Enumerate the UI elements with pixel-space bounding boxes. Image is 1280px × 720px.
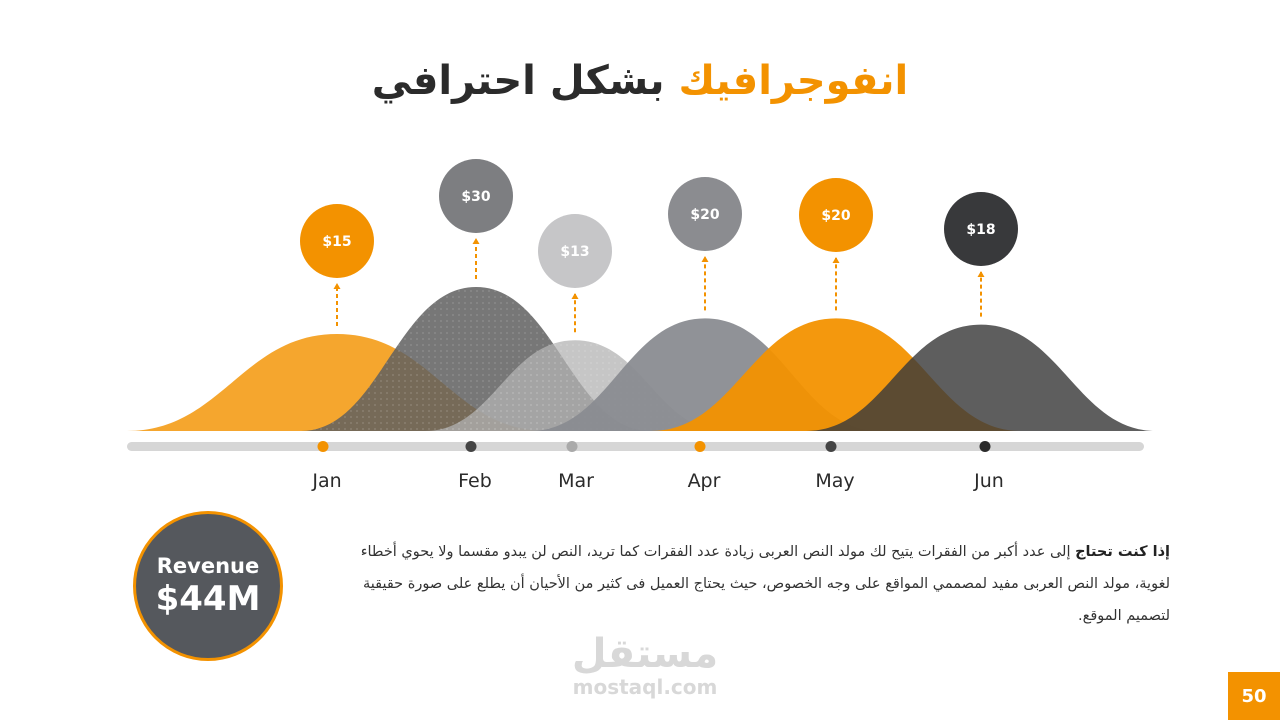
connector-arrow-may	[832, 257, 840, 263]
value-label-feb: $30	[461, 189, 490, 205]
value-badge-apr	[668, 177, 742, 251]
connector-layer	[333, 238, 985, 333]
value-label-apr: $20	[690, 207, 719, 223]
connector-arrow-mar	[571, 293, 579, 299]
timeline-marker-jun	[979, 441, 991, 452]
month-label-jun: Jun	[973, 470, 1004, 492]
value-badges: $15 $30 $13 $20 $20 $18	[300, 159, 1018, 288]
timeline-marker-mar	[566, 441, 578, 452]
timeline-marker-jan	[317, 441, 329, 452]
month-label-may: May	[815, 470, 854, 492]
timeline-marker-apr	[694, 441, 706, 452]
peak-layer	[127, 287, 1156, 431]
value-badge-may	[799, 178, 873, 252]
revenue-value: $44M	[155, 579, 261, 619]
title-accent: انفوجرافيك	[678, 58, 909, 104]
connector-arrow-feb	[472, 238, 480, 244]
month-label-feb: Feb	[458, 470, 492, 492]
value-label-jun: $18	[966, 222, 995, 238]
watermark-arabic: مستقل	[571, 631, 719, 677]
value-label-may: $20	[821, 208, 850, 224]
revenue-badge: Revenue $44M	[133, 511, 283, 661]
month-label-jan: Jan	[311, 470, 341, 492]
connector-arrow-jan	[333, 283, 341, 289]
value-label-mar: $13	[560, 244, 589, 260]
revenue-label: Revenue	[156, 554, 260, 578]
page-number: 50	[1228, 672, 1280, 720]
value-label-jan: $15	[322, 234, 351, 250]
value-badge-mar	[538, 214, 612, 288]
paragraph-body: إلى عدد أكبر من الفقرات يتيح لك مولد الن…	[360, 544, 1170, 624]
timeline-markers	[317, 441, 991, 452]
monthly-peaks-chart: $15 $30 $13 $20 $20 $18 Jan Feb Mar Apr May Jun	[127, 159, 1156, 492]
month-label-mar: Mar	[558, 470, 594, 492]
peak-jun	[806, 324, 1156, 431]
timeline-track	[127, 442, 1144, 451]
value-badge-jun	[944, 192, 1018, 266]
paragraph-lead: إذا كنت تحتاج	[1075, 544, 1170, 560]
value-badge-jan	[300, 204, 374, 278]
watermark: مستقل mostaql.com	[560, 632, 730, 698]
value-badge-feb	[439, 159, 513, 233]
timeline-marker-feb	[465, 441, 477, 452]
month-labels: Jan Feb Mar Apr May Jun	[311, 470, 1003, 492]
title-rest: بشكل احترافي	[371, 58, 665, 104]
month-label-apr: Apr	[688, 470, 721, 492]
connector-arrow-jun	[977, 271, 985, 277]
watermark-latin: mostaql.com	[572, 675, 718, 699]
timeline-marker-may	[825, 441, 837, 452]
description-paragraph: إذا كنت تحتاج إلى عدد أكبر من الفقرات يت…	[340, 536, 1170, 632]
page-title: انفوجرافيك بشكل احترافي	[0, 58, 1280, 104]
connector-arrow-apr	[701, 256, 709, 262]
